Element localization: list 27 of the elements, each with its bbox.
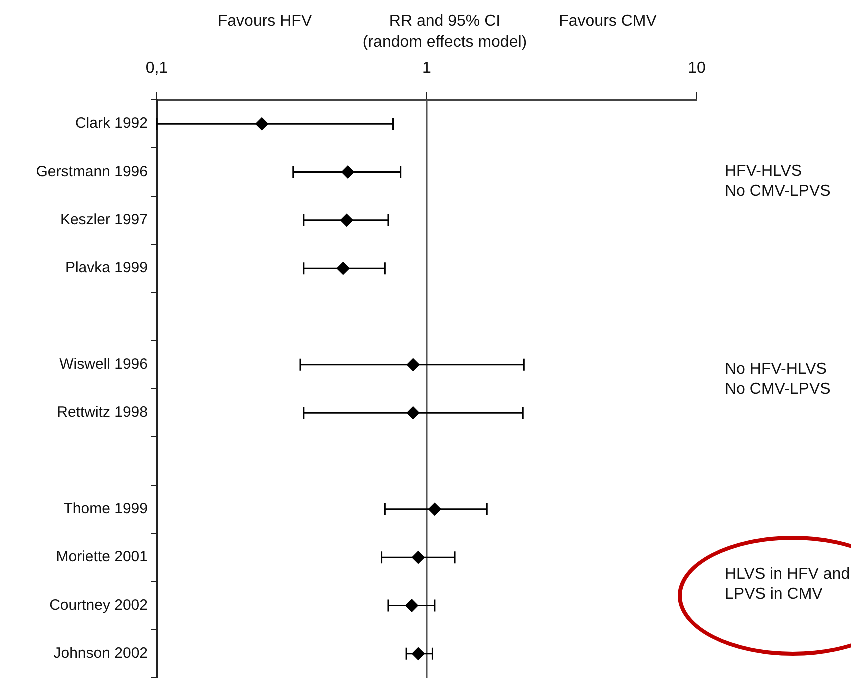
point bbox=[406, 358, 420, 372]
text: HFV-HLVS No CMV-LPVS bbox=[725, 162, 831, 202]
point bbox=[412, 647, 425, 660]
text: Favours CMV bbox=[559, 13, 657, 30]
y-tick-label: Rettwitz 1998 bbox=[57, 404, 148, 422]
y-tick-label: Keszler 1997 bbox=[60, 212, 148, 229]
point bbox=[412, 551, 425, 564]
point bbox=[406, 406, 420, 420]
point bbox=[340, 214, 354, 227]
text: No HFV-HLVS No CMV-LPVS bbox=[725, 360, 831, 400]
y-tick-label: Wiswell 1996 bbox=[60, 356, 148, 374]
y-tick-label: Clark 1992 bbox=[75, 115, 148, 132]
y-tick-label: Johnson 2002 bbox=[54, 645, 148, 662]
text: HLVS in HFV and LPVS in CMV bbox=[725, 565, 850, 605]
y-tick-label: Courtney 2002 bbox=[50, 596, 148, 614]
point bbox=[342, 166, 355, 179]
y-tick-label: Gerstmann 1996 bbox=[36, 163, 148, 180]
y-tick-label: Thome 1999 bbox=[64, 500, 148, 518]
chart-title: RR and 95% CI bbox=[389, 13, 501, 30]
x-tick-label: 0,1 bbox=[146, 60, 168, 77]
text: Favours HFV bbox=[218, 13, 312, 30]
chart-subtitle: (random effects model) bbox=[362, 33, 528, 53]
y-tick-label: Moriette 2001 bbox=[56, 548, 148, 566]
point bbox=[336, 262, 350, 276]
x-tick-label: 1 bbox=[422, 60, 432, 77]
x-tick-label: 10 bbox=[688, 60, 706, 77]
y-tick-label: Plavka 1999 bbox=[65, 260, 148, 277]
